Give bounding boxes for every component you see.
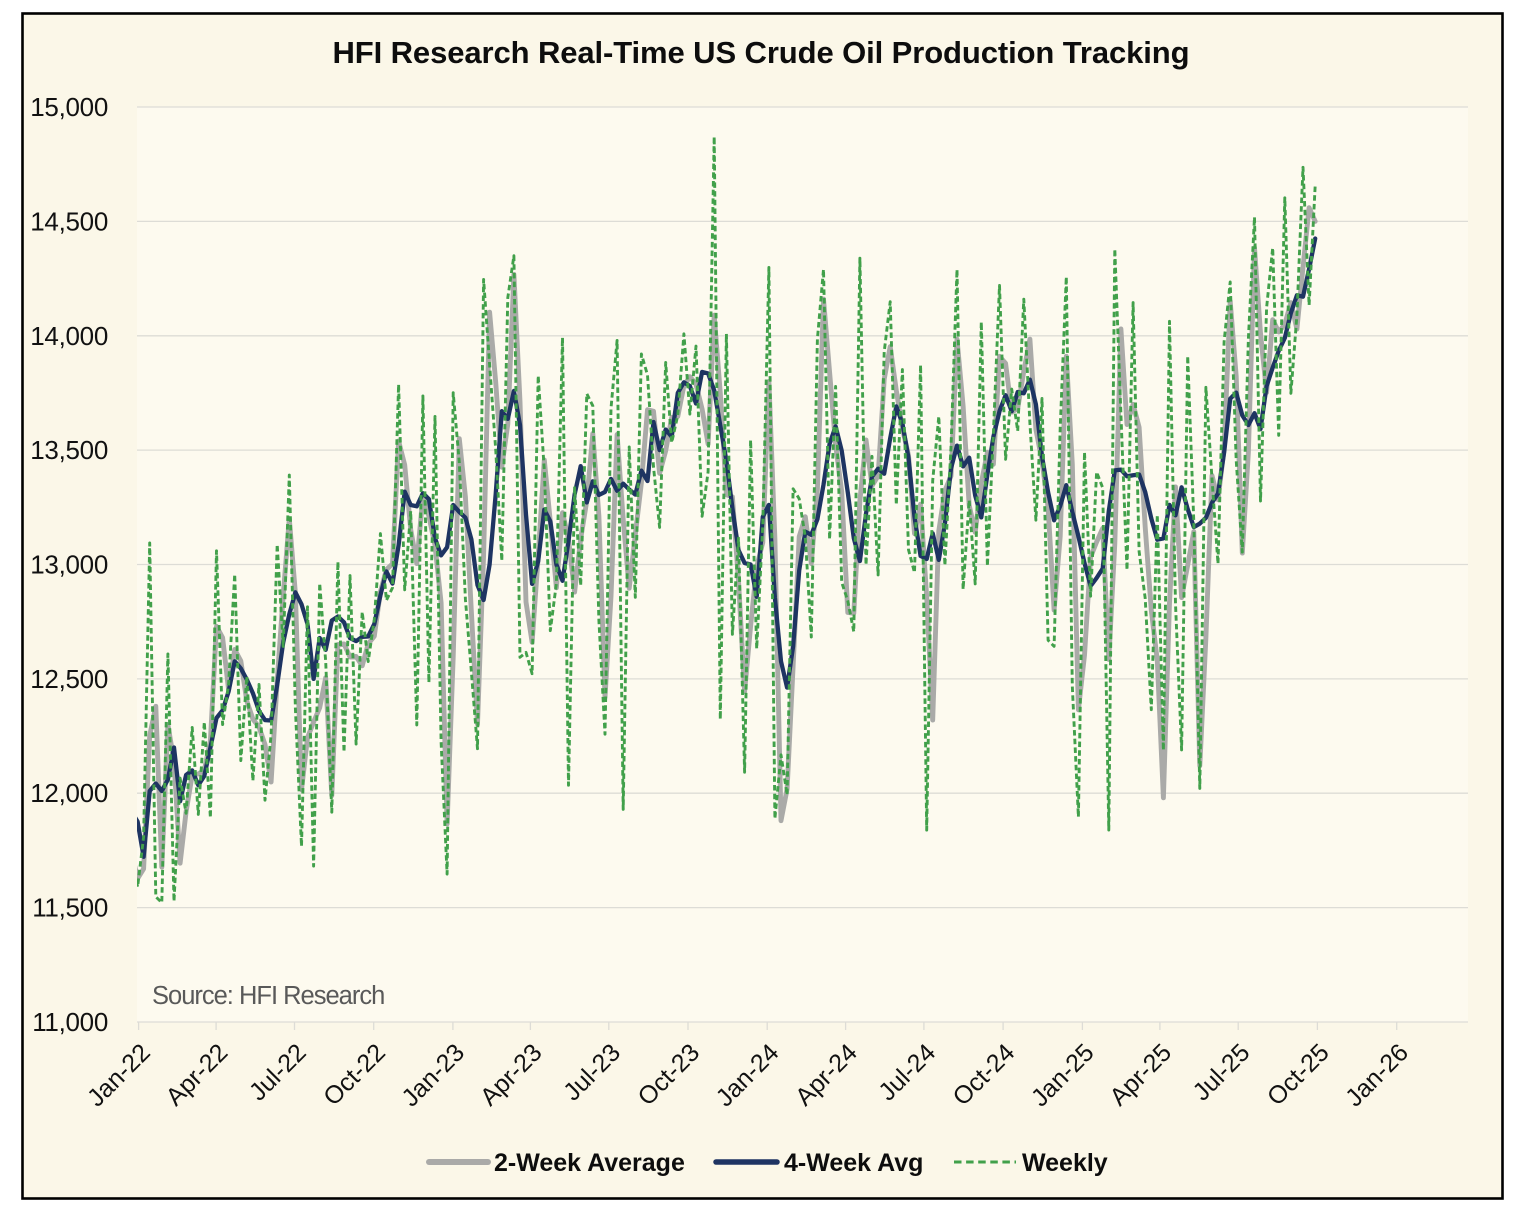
svg-text:12,500: 12,500 [30,664,108,694]
svg-text:13,500: 13,500 [30,435,108,465]
svg-text:4-Week Avg: 4-Week Avg [784,1149,923,1177]
svg-text:HFI Research Real-Time US Crud: HFI Research Real-Time US Crude Oil Prod… [333,35,1190,70]
svg-text:15,000: 15,000 [30,92,108,122]
svg-text:12,000: 12,000 [30,778,108,808]
svg-text:Weekly: Weekly [1022,1149,1108,1177]
svg-text:11,000: 11,000 [32,1007,108,1037]
svg-text:14,500: 14,500 [30,206,108,236]
svg-text:11,500: 11,500 [32,893,108,923]
svg-text:2-Week Average: 2-Week Average [494,1149,685,1177]
svg-text:Source: HFI Research: Source: HFI Research [152,982,384,1010]
svg-text:13,000: 13,000 [30,550,108,580]
svg-text:14,000: 14,000 [30,321,108,351]
